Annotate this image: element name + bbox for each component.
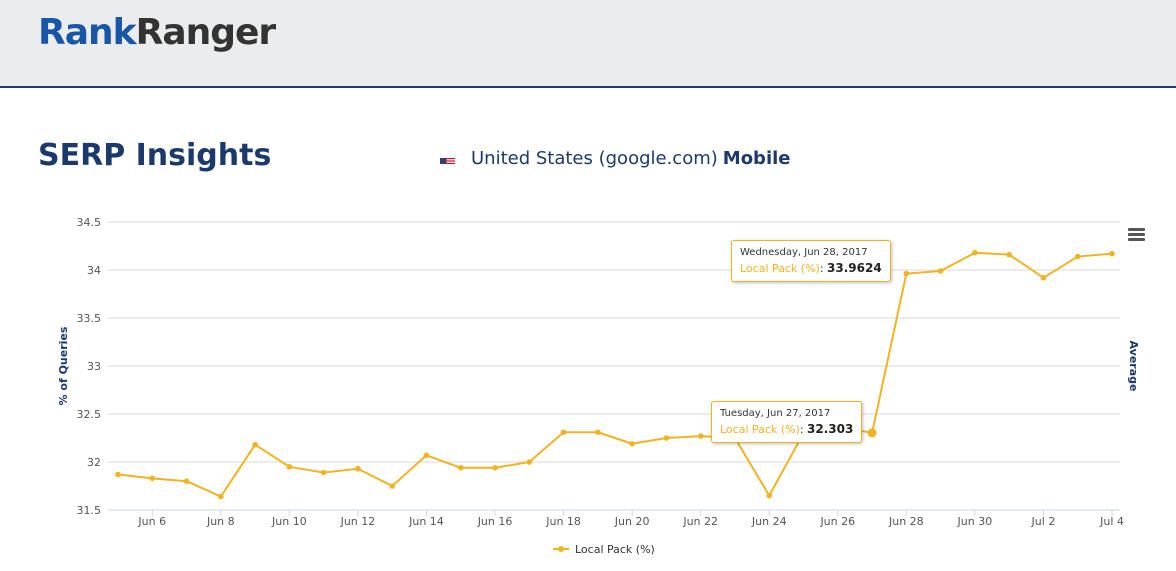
data-point (149, 475, 156, 482)
legend-swatch-marker (558, 546, 564, 552)
data-point (629, 440, 635, 447)
data-point (766, 492, 773, 499)
tooltip-date: Tuesday, Jun 27, 2017 (720, 408, 831, 419)
tooltip-value-row: Local Pack (%): 32.303 (720, 422, 854, 436)
page-title: SERP Insights (38, 138, 272, 173)
chart-tooltip: Wednesday, Jun 28, 2017 Local Pack (%): 3… (731, 240, 891, 282)
data-point (183, 478, 190, 485)
x-tick-label: Jun 6 (137, 515, 166, 528)
y-tick-label: 31.5 (77, 504, 102, 517)
logo-rank-text: Rank (38, 12, 137, 53)
chart-tooltip: Tuesday, Jun 27, 2017 Local Pack (%): 32.… (711, 401, 863, 443)
data-point (286, 464, 293, 470)
x-tick-label: Jun 24 (751, 515, 787, 528)
data-point (937, 268, 944, 274)
tooltip-value: 33.9624 (827, 261, 882, 275)
y-tick-label: 32 (87, 456, 101, 469)
y-tick-label: 33.5 (77, 312, 102, 325)
x-tick-label: Jun 16 (477, 515, 513, 528)
data-point (320, 469, 327, 476)
tooltip-series-name: Local Pack (%) (720, 423, 800, 436)
x-tick-label: Jun 12 (340, 515, 376, 528)
y-tick-label: 34.5 (77, 216, 102, 229)
data-point (492, 464, 498, 471)
x-tick-label: Jun 28 (888, 515, 924, 528)
tooltip-series-name: Local Pack (%) (740, 262, 820, 275)
data-point (560, 429, 567, 436)
x-tick-label: Jul 2 (1031, 515, 1056, 528)
data-point (867, 428, 877, 438)
rankranger-logo[interactable]: RankRanger (38, 12, 277, 53)
country-selector: United States (google.com) Mobile (440, 148, 791, 169)
series-line-local-pack (117, 251, 1113, 498)
x-tick-label: Jun 20 (614, 515, 650, 528)
data-point (1074, 253, 1081, 260)
y-tick-label: 33 (87, 360, 101, 373)
data-point (663, 435, 670, 441)
us-flag-icon (440, 153, 455, 164)
logo-ranger-text: Ranger (135, 12, 277, 53)
data-point (355, 465, 361, 472)
x-tick-label: Jun 8 (206, 515, 235, 528)
data-point (423, 452, 430, 459)
tooltip-date: Wednesday, Jun 28, 2017 (740, 247, 868, 258)
top-header-bar: RankRanger (0, 0, 1176, 88)
x-tick-label: Jun 30 (957, 515, 993, 528)
data-point (218, 493, 224, 500)
data-point (972, 249, 978, 256)
country-name: United States (google.com) (471, 148, 718, 169)
legend-item-label: Local Pack (%) (575, 543, 655, 556)
data-point (1040, 274, 1047, 281)
data-point (1109, 250, 1115, 257)
tooltip-value: 32.303 (807, 422, 854, 436)
data-point (457, 464, 464, 471)
device-type: Mobile (722, 148, 791, 169)
data-point (903, 270, 910, 277)
tooltip-value-row: Local Pack (%): 33.9624 (740, 261, 882, 275)
data-point (252, 441, 258, 448)
data-point (595, 429, 601, 436)
y-tick-label: 32.5 (77, 408, 102, 421)
hamburger-menu-icon[interactable] (1128, 228, 1145, 242)
y-tick-label: 34 (87, 264, 101, 277)
x-tick-label: Jun 10 (271, 515, 307, 528)
data-point (697, 433, 704, 439)
x-tick-label: Jun 22 (682, 515, 718, 528)
data-point (389, 483, 396, 489)
x-tick-label: Jun 26 (819, 515, 855, 528)
data-point (1006, 251, 1012, 258)
x-tick-label: Jun 14 (408, 515, 444, 528)
x-tick-label: Jul 4 (1099, 515, 1124, 528)
y2-axis-title: Average (1127, 341, 1140, 392)
data-point (526, 459, 533, 465)
x-tick-label: Jun 18 (545, 515, 581, 528)
y-axis-title: % of Queries (57, 326, 70, 405)
data-point (115, 471, 121, 478)
